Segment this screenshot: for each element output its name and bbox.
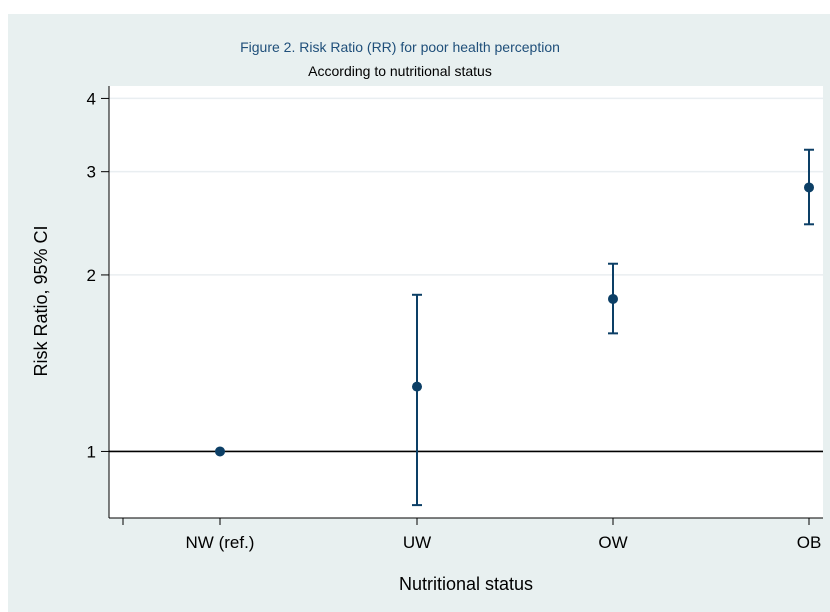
plot-area [109, 86, 823, 518]
data-marks [215, 148, 814, 507]
y-tick-label-3: 3 [87, 163, 96, 182]
y-tick-label-4: 4 [87, 89, 96, 108]
chart-subtitle: According to nutritional status [308, 63, 492, 79]
x-tick-label-3: OB [797, 533, 822, 552]
chart-title: Figure 2. Risk Ratio (RR) for poor healt… [240, 39, 560, 55]
x-tick-label-1: UW [403, 533, 431, 552]
y-tick-label-2: 2 [87, 266, 96, 285]
data-point-1 [412, 381, 422, 392]
data-point-3 [804, 182, 814, 193]
x-axis-ticks: NW (ref.) UW OW OB [122, 518, 822, 552]
y-axis-title: Risk Ratio, 95% CI [31, 225, 51, 376]
chart-canvas: 1 2 3 4 NW (ref.) UW OW OB Figure 2. Risk Rati… [8, 14, 830, 612]
y-axis-ticks: 1 2 3 4 [87, 89, 109, 461]
data-point-0 [215, 446, 225, 457]
x-tick-label-0: NW (ref.) [186, 533, 255, 552]
x-tick-label-2: OW [598, 533, 627, 552]
gridlines [109, 97, 823, 276]
y-tick-label-1: 1 [87, 442, 96, 461]
x-axis-title: Nutritional status [399, 574, 533, 594]
chart-figure: 1 2 3 4 NW (ref.) UW OW OB Figure 2. Risk Rati… [8, 14, 830, 612]
data-point-2 [608, 293, 618, 304]
